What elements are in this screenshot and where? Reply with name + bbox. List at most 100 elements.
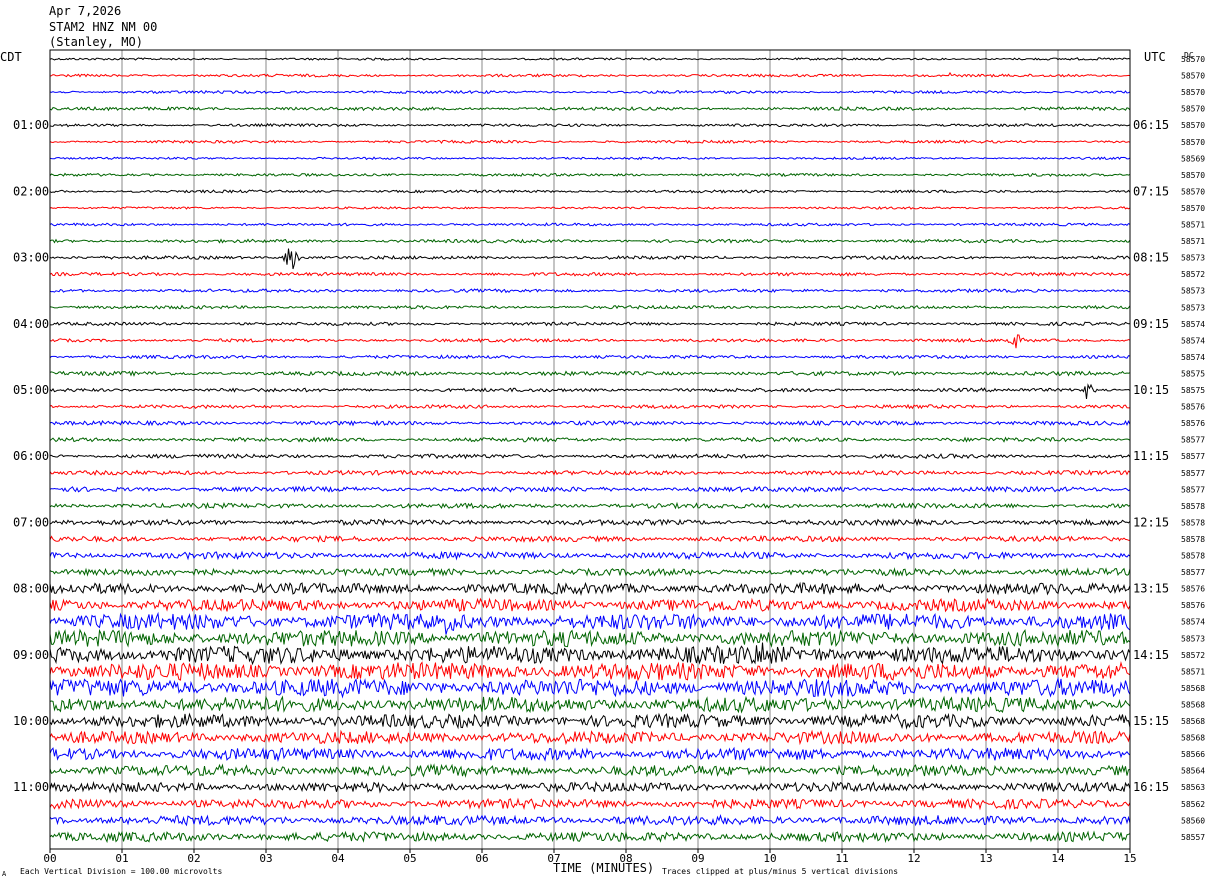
trace-line-27 [49, 501, 1131, 510]
dc-offset-label: 58578 [1181, 502, 1205, 511]
trace-line-38 [49, 676, 1131, 699]
utc-time-label: 13:15 [1133, 582, 1169, 596]
plot-frame [49, 49, 1131, 850]
cdt-time-label: 11:00 [13, 780, 49, 794]
x-tick-label: 08 [619, 852, 632, 865]
x-tick-label: 14 [1051, 852, 1065, 865]
utc-time-label: 11:15 [1133, 449, 1169, 463]
trace-line-6 [49, 156, 1131, 161]
trace-line-14 [49, 288, 1131, 294]
trace-line-37 [49, 661, 1131, 682]
dc-offset-label: 58563 [1181, 783, 1205, 792]
trace-line-15 [49, 304, 1131, 310]
dc-offset-label: 58571 [1181, 237, 1205, 246]
trace-line-1 [49, 71, 1131, 78]
trace-line-46 [49, 814, 1131, 827]
dc-offset-label: 58577 [1181, 568, 1205, 577]
x-tick-label: 03 [259, 852, 272, 865]
dc-offset-label: 58573 [1181, 254, 1205, 263]
trace-line-33 [49, 597, 1131, 613]
trace-line-28 [49, 518, 1131, 527]
trace-line-44 [49, 780, 1131, 794]
dc-offset-label: 58576 [1181, 403, 1205, 412]
dc-offset-label: 58573 [1181, 303, 1205, 312]
dc-offset-label: 58576 [1181, 585, 1205, 594]
dc-offset-label: 58571 [1181, 667, 1205, 676]
utc-time-label: 16:15 [1133, 780, 1169, 794]
scale-prefix: A [2, 870, 7, 878]
dc-offset-label: 58568 [1181, 734, 1205, 743]
utc-time-label: 10:15 [1133, 383, 1169, 397]
dc-offset-label: 58570 [1181, 204, 1205, 213]
x-tick-label: 15 [1123, 852, 1136, 865]
trace-line-9 [49, 206, 1131, 210]
dc-offset-label: 58560 [1181, 816, 1205, 825]
cdt-time-label: 04:00 [13, 317, 49, 331]
dc-offset-label: 58575 [1181, 386, 1205, 395]
cdt-time-label: 09:00 [13, 648, 49, 662]
x-tick-label: 05 [403, 852, 416, 865]
trace-line-5 [49, 139, 1131, 145]
x-tick-label: 06 [475, 852, 488, 865]
trace-line-12 [49, 248, 1131, 270]
dc-offset-label: 58570 [1181, 55, 1205, 64]
utc-time-label: 08:15 [1133, 251, 1169, 265]
dc-offset-label: 58577 [1181, 485, 1205, 494]
dc-label: DC [1184, 51, 1194, 60]
dc-offset-label: 58569 [1181, 154, 1205, 163]
dc-offset-label: 58578 [1181, 552, 1205, 561]
trace-line-13 [49, 271, 1131, 277]
dc-offset-label: 58573 [1181, 634, 1205, 643]
cdt-label: CDT [0, 50, 22, 64]
dc-offset-label: 58572 [1181, 651, 1205, 660]
trace-line-41 [49, 729, 1131, 746]
dc-offset-label: 58568 [1181, 684, 1205, 693]
trace-line-47 [49, 830, 1131, 844]
cdt-time-label: 10:00 [13, 714, 49, 728]
cdt-time-label: 01:00 [13, 118, 49, 132]
utc-time-label: 09:15 [1133, 317, 1169, 331]
x-tick-label: 12 [907, 852, 920, 865]
x-tick-label: 07 [547, 852, 560, 865]
dc-offset-label: 58570 [1181, 121, 1205, 130]
trace-line-35 [49, 628, 1131, 648]
dc-offset-label: 58578 [1181, 535, 1205, 544]
cdt-time-label: 06:00 [13, 449, 49, 463]
dc-offset-label: 58570 [1181, 138, 1205, 147]
cdt-time-label: 02:00 [13, 184, 49, 198]
utc-time-label: 15:15 [1133, 714, 1169, 728]
x-tick-label: 13 [979, 852, 992, 865]
trace-line-8 [49, 189, 1131, 194]
trace-line-4 [49, 123, 1131, 128]
trace-line-42 [49, 746, 1131, 763]
x-axis-title: TIME (MINUTES) [553, 861, 654, 875]
dc-offset-label: 58577 [1181, 436, 1205, 445]
utc-label: UTC [1144, 50, 1166, 64]
dc-offset-label: 58566 [1181, 750, 1205, 759]
trace-line-40 [49, 712, 1131, 730]
dc-offset-label: 58570 [1181, 171, 1205, 180]
trace-line-34 [49, 611, 1131, 635]
trace-line-21 [49, 403, 1130, 410]
trace-line-3 [49, 106, 1131, 112]
dc-offset-label: 58578 [1181, 518, 1205, 527]
trace-line-25 [49, 469, 1131, 477]
dc-offset-label: 58571 [1181, 221, 1205, 230]
clip-note: Traces clipped at plus/minus 5 vertical … [662, 867, 898, 876]
trace-line-43 [49, 763, 1131, 778]
x-tick-label: 09 [691, 852, 704, 865]
utc-time-label: 07:15 [1133, 184, 1169, 198]
dc-offset-label: 58557 [1181, 833, 1205, 842]
chart-date: Apr 7,2026 [49, 4, 122, 18]
trace-line-17 [49, 334, 1131, 349]
trace-line-31 [49, 567, 1131, 578]
dc-offset-label: 58577 [1181, 469, 1205, 478]
trace-line-26 [49, 485, 1131, 493]
grid-lines [121, 50, 1059, 849]
trace-line-7 [49, 172, 1131, 178]
dc-offset-label: 58573 [1181, 287, 1205, 296]
dc-offset-label: 58570 [1181, 72, 1205, 81]
trace-line-29 [49, 534, 1131, 544]
trace-line-39 [49, 695, 1131, 714]
